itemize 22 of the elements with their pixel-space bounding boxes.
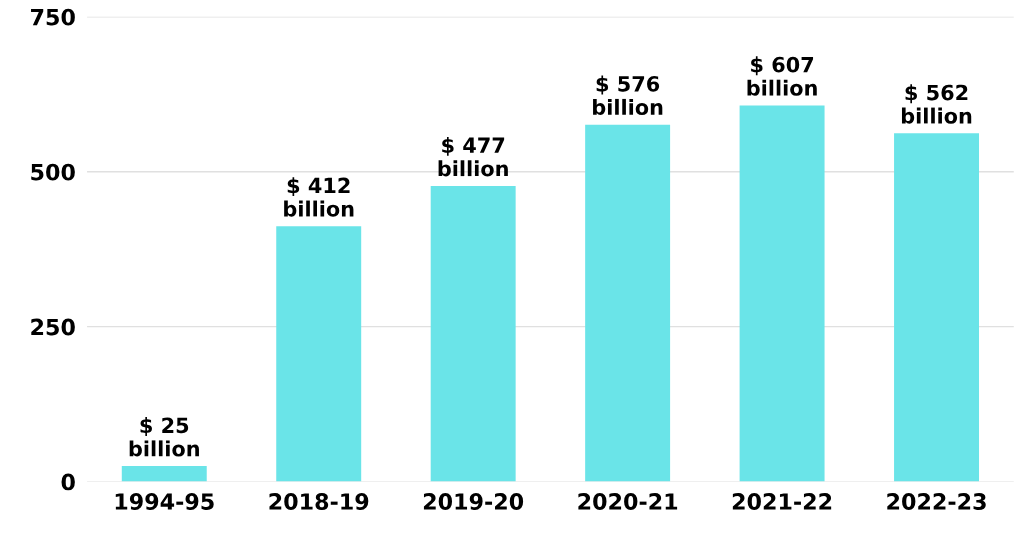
x-tick-label: 2021-22: [732, 493, 832, 510]
x-tick-label: 2022-23: [887, 493, 986, 510]
data-label: $ 562 billion: [901, 84, 972, 124]
x-tick-label: 2019-20: [423, 493, 524, 510]
bar: [276, 226, 362, 482]
data-label: $ 607 billion: [747, 56, 817, 96]
y-tick-label: 0: [61, 473, 75, 491]
bar: [739, 105, 825, 482]
bar: [430, 185, 516, 482]
bar: [121, 466, 207, 482]
data-label: $ 412 billion: [284, 177, 354, 217]
bar: [894, 133, 980, 482]
x-tick-label: 1994-95: [115, 493, 214, 510]
y-tick-label: 250: [31, 318, 75, 336]
bar: [585, 124, 671, 482]
data-label: $ 25 billion: [129, 417, 199, 457]
y-tick-label: 750: [31, 8, 75, 26]
y-tick-label: 500: [31, 163, 75, 181]
x-tick-label: 2018-19: [269, 493, 369, 510]
x-tick-label: 2020-21: [578, 493, 678, 510]
data-label: $ 576 billion: [593, 75, 663, 116]
data-label: $ 477 billion: [438, 136, 508, 177]
